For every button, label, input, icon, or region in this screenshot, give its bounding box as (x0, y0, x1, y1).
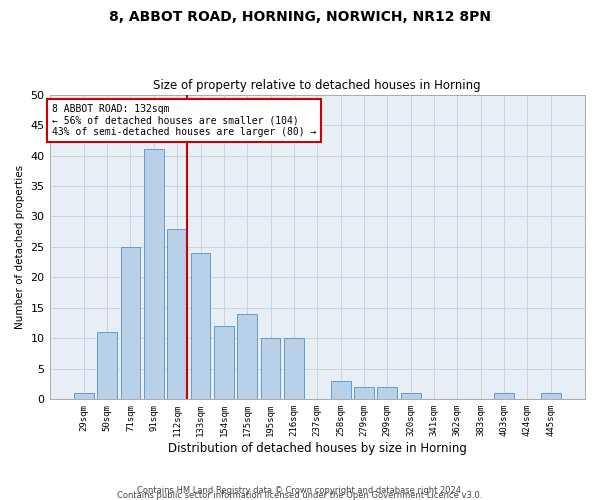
Text: Contains public sector information licensed under the Open Government Licence v3: Contains public sector information licen… (118, 490, 482, 500)
Text: 8, ABBOT ROAD, HORNING, NORWICH, NR12 8PN: 8, ABBOT ROAD, HORNING, NORWICH, NR12 8P… (109, 10, 491, 24)
Bar (144, 150, 164, 400)
Bar (377, 387, 397, 400)
Bar (401, 393, 421, 400)
Bar (214, 326, 234, 400)
Bar (260, 338, 280, 400)
Title: Size of property relative to detached houses in Horning: Size of property relative to detached ho… (154, 79, 481, 92)
Bar (238, 314, 257, 400)
Bar (74, 393, 94, 400)
X-axis label: Distribution of detached houses by size in Horning: Distribution of detached houses by size … (168, 442, 467, 455)
Text: 8 ABBOT ROAD: 132sqm
← 56% of detached houses are smaller (104)
43% of semi-deta: 8 ABBOT ROAD: 132sqm ← 56% of detached h… (52, 104, 317, 137)
Bar (191, 253, 211, 400)
Bar (331, 381, 350, 400)
Bar (494, 393, 514, 400)
Y-axis label: Number of detached properties: Number of detached properties (15, 165, 25, 329)
Bar (284, 338, 304, 400)
Bar (167, 228, 187, 400)
Bar (121, 247, 140, 400)
Bar (354, 387, 374, 400)
Text: Contains HM Land Registry data © Crown copyright and database right 2024.: Contains HM Land Registry data © Crown c… (137, 486, 463, 495)
Bar (541, 393, 560, 400)
Bar (97, 332, 117, 400)
